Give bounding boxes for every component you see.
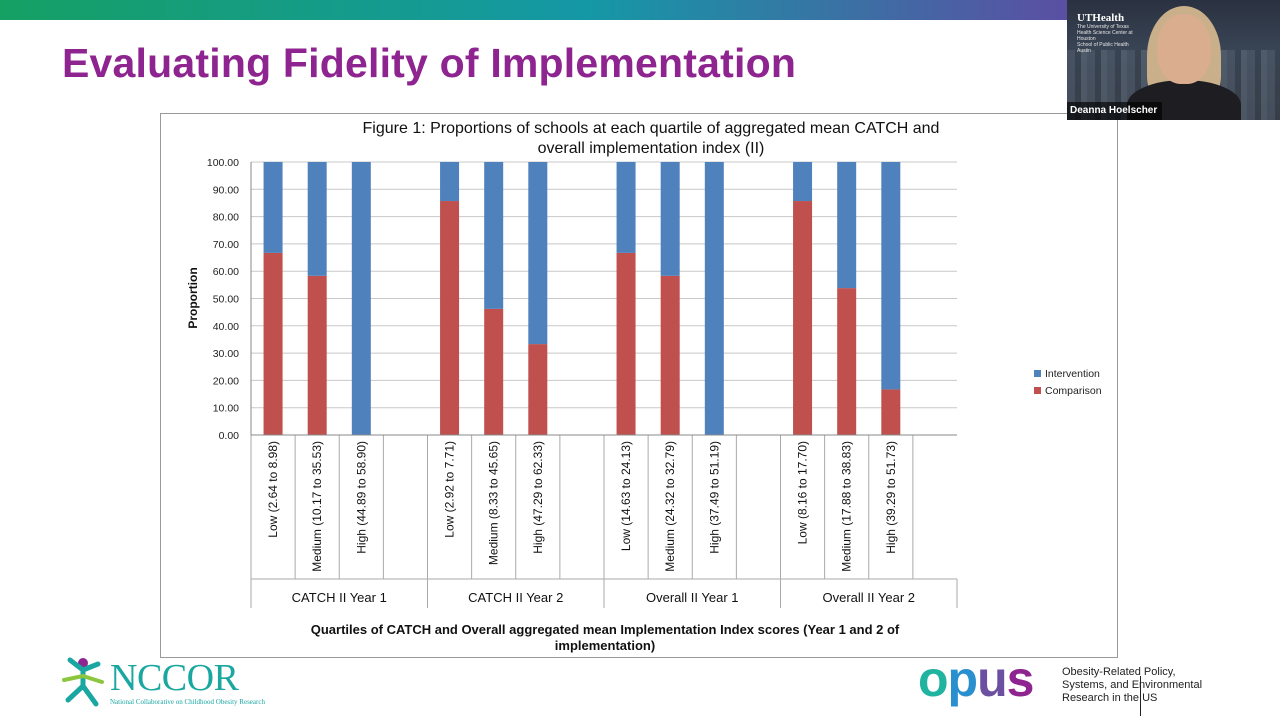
opus-tagline-line-2: Systems, and Environmental bbox=[1062, 679, 1203, 691]
bar-intervention bbox=[660, 162, 680, 276]
speaker-face bbox=[1157, 14, 1211, 84]
uthealth-logo-sub-1: The University of Texas bbox=[1077, 24, 1129, 30]
bar-comparison bbox=[881, 389, 901, 435]
bar-comparison bbox=[616, 252, 636, 435]
x-category-label: High (39.29 to 51.73) bbox=[884, 441, 898, 554]
speaker-name-label: Deanna Hoelscher bbox=[1067, 102, 1163, 120]
y-tick-label: 0.00 bbox=[219, 430, 240, 442]
bar-intervention bbox=[528, 162, 548, 345]
y-tick-label: 50.00 bbox=[213, 294, 239, 306]
x-category-label: Low (2.92 to 7.71) bbox=[443, 441, 457, 538]
bar-comparison bbox=[307, 275, 327, 435]
opus-logo: opus Obesity-Related Policy, Systems, an… bbox=[918, 651, 1218, 716]
bar-intervention bbox=[793, 162, 813, 202]
y-tick-label: 60.00 bbox=[213, 266, 239, 278]
bar-intervention bbox=[307, 162, 327, 276]
legend-swatch bbox=[1034, 370, 1041, 377]
y-tick-label: 90.00 bbox=[213, 184, 239, 196]
x-category-label: Low (14.63 to 24.13) bbox=[619, 441, 633, 551]
legend-swatch bbox=[1034, 387, 1041, 394]
nccor-wordmark: NCCOR bbox=[110, 657, 239, 699]
bar-comparison bbox=[528, 344, 548, 435]
bar-intervention bbox=[616, 162, 636, 253]
uthealth-logo-sub-4: Austin bbox=[1077, 48, 1091, 54]
x-category-label: Low (8.16 to 17.70) bbox=[796, 441, 810, 544]
x-category-label: Medium (10.17 to 35.53) bbox=[310, 441, 324, 572]
x-category-label: Medium (17.88 to 38.83) bbox=[840, 441, 854, 572]
bar-comparison bbox=[660, 275, 680, 435]
y-axis-label: Proportion bbox=[186, 267, 200, 328]
speaker-video-tile: UTHealth The University of Texas Health … bbox=[1067, 0, 1280, 120]
x-group-label: Overall II Year 2 bbox=[823, 590, 916, 605]
y-tick-label: 10.00 bbox=[213, 403, 239, 415]
bar-intervention bbox=[351, 162, 371, 435]
x-category-label: Low (2.64 to 8.98) bbox=[266, 441, 280, 538]
bar-comparison bbox=[837, 288, 857, 435]
chart-frame: Figure 1: Proportions of schools at each… bbox=[160, 113, 1118, 658]
uthealth-logo: UTHealth The University of Texas Health … bbox=[1077, 12, 1147, 54]
x-category-label: High (47.29 to 62.33) bbox=[531, 441, 545, 554]
bar-intervention bbox=[704, 162, 724, 435]
uthealth-logo-sub-2: Health Science Center at Houston bbox=[1077, 30, 1133, 42]
slide-title: Evaluating Fidelity of Implementation bbox=[62, 40, 797, 86]
uthealth-logo-name: UTHealth bbox=[1077, 12, 1125, 24]
y-tick-label: 70.00 bbox=[213, 239, 239, 251]
bar-intervention bbox=[837, 162, 857, 289]
opus-divider-line bbox=[1140, 676, 1141, 716]
legend-label: Comparison bbox=[1045, 385, 1102, 397]
opus-tagline-line-3: Research in the US bbox=[1062, 692, 1158, 704]
bar-comparison bbox=[484, 308, 504, 435]
nccor-logo: NCCOR National Collaborative on Childhoo… bbox=[60, 654, 290, 710]
x-axis-label-line-2: implementation) bbox=[555, 638, 655, 653]
legend-label: Intervention bbox=[1045, 368, 1100, 380]
bar-intervention bbox=[484, 162, 504, 309]
opus-tagline-line-1: Obesity-Related Policy, bbox=[1062, 666, 1176, 678]
x-category-label: Medium (24.32 to 32.79) bbox=[663, 441, 677, 572]
opus-letter: p bbox=[947, 651, 979, 707]
bar-comparison bbox=[440, 201, 460, 435]
bar-comparison bbox=[793, 201, 813, 435]
bar-intervention bbox=[881, 162, 901, 390]
top-gradient-bar bbox=[0, 0, 1068, 20]
x-group-label: CATCH II Year 1 bbox=[292, 590, 387, 605]
chart-title-line-2: overall implementation index (II) bbox=[538, 140, 765, 157]
x-group-label: CATCH II Year 2 bbox=[468, 590, 563, 605]
y-tick-label: 20.00 bbox=[213, 375, 239, 387]
y-tick-label: 30.00 bbox=[213, 348, 239, 360]
y-tick-label: 100.00 bbox=[207, 157, 239, 169]
x-category-label: High (44.89 to 58.90) bbox=[354, 441, 368, 554]
stacked-bar-chart: Figure 1: Proportions of schools at each… bbox=[186, 120, 1102, 653]
uthealth-logo-sub-3: School of Public Health bbox=[1077, 42, 1129, 48]
opus-letter: o bbox=[918, 651, 949, 707]
x-category-label: Medium (8.33 to 45.65) bbox=[487, 441, 501, 565]
nccor-figure-icon bbox=[62, 657, 104, 707]
x-category-label: High (37.49 to 51.19) bbox=[707, 441, 721, 554]
opus-tagline: Obesity-Related Policy, Systems, and Env… bbox=[1062, 666, 1222, 705]
y-tick-label: 40.00 bbox=[213, 321, 239, 333]
opus-letter: u bbox=[977, 651, 1008, 707]
bar-intervention bbox=[263, 162, 283, 253]
y-tick-label: 80.00 bbox=[213, 212, 239, 224]
x-group-label: Overall II Year 1 bbox=[646, 590, 739, 605]
nccor-full-name: National Collaborative on Childhood Obes… bbox=[110, 698, 265, 706]
opus-letter: s bbox=[1006, 651, 1035, 707]
bar-intervention bbox=[440, 162, 460, 202]
bar-comparison bbox=[263, 252, 283, 435]
opus-wordmark: opus bbox=[918, 650, 1035, 708]
chart-title-line-1: Figure 1: Proportions of schools at each… bbox=[363, 120, 940, 137]
x-axis-label-line-1: Quartiles of CATCH and Overall aggregate… bbox=[311, 622, 900, 637]
